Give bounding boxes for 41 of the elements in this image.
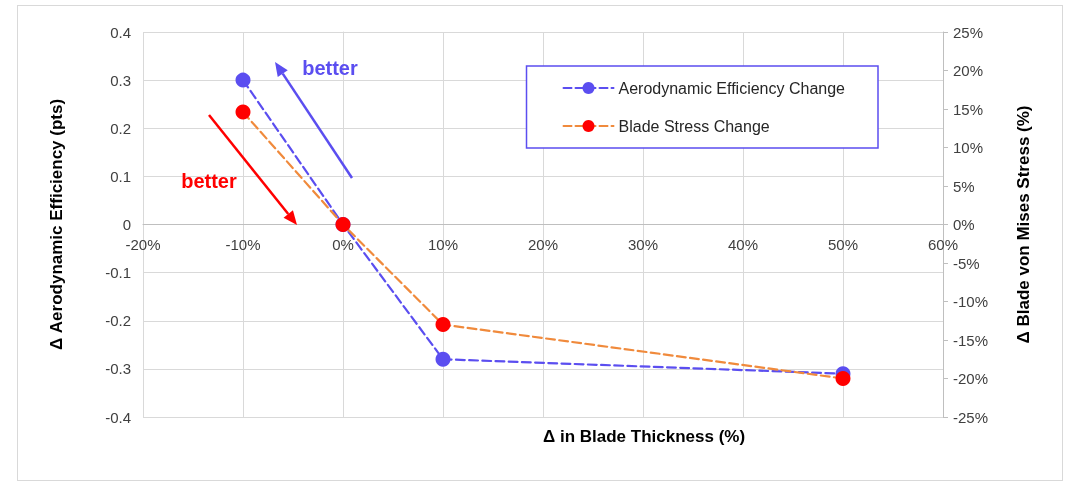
- y2-tick-label: 0%: [953, 216, 975, 233]
- y-tick-label: 0.2: [110, 119, 131, 137]
- y-tick-label: 0.3: [110, 71, 131, 89]
- y2-tick-label: -20%: [953, 370, 989, 387]
- x-tick-label: 40%: [727, 235, 759, 253]
- y2-tick-label: -15%: [953, 331, 989, 349]
- y2-tick-label: 5%: [953, 177, 975, 195]
- point: [235, 72, 251, 88]
- x-tick-label: 60%: [927, 235, 959, 253]
- y-tick-label: 0.4: [110, 23, 131, 41]
- legend-label: Aerodynamic Efficiency Change: [618, 79, 846, 97]
- x-tick-label: 0%: [332, 235, 354, 253]
- legend-label: Blade Stress Change: [618, 117, 770, 135]
- x-axis-title: Δ in Blade Thickness (%): [543, 427, 746, 446]
- x-tick-label: 30%: [627, 235, 659, 253]
- y2-tick-label: -25%: [953, 408, 989, 426]
- point: [835, 371, 851, 386]
- y2-axis-title: Δ Blade von Mises Stress (%): [1014, 105, 1033, 344]
- y2-tick-label: 25%: [953, 23, 984, 41]
- y-tick-label: -0.4: [105, 408, 131, 426]
- annotation: better: [181, 170, 237, 192]
- y2-tick-label: -10%: [953, 293, 989, 310]
- y-tick-label: -0.1: [105, 264, 131, 282]
- y-tick-label: 0.1: [110, 167, 131, 185]
- point: [435, 317, 451, 333]
- x-tick-label: -20%: [125, 235, 161, 253]
- y-tick-label: 0: [122, 216, 131, 233]
- x-tick-label: 50%: [827, 235, 859, 253]
- x-tick-label: 20%: [527, 235, 559, 253]
- y2-tick-label: -5%: [953, 254, 980, 272]
- y2-tick-label: 20%: [953, 62, 984, 79]
- y2-tick-label: 10%: [953, 139, 984, 156]
- y-tick-label: -0.2: [105, 312, 131, 330]
- y-tick-label: -0.3: [105, 360, 131, 378]
- x-tick-label: 10%: [427, 235, 459, 253]
- annotation: better: [302, 57, 358, 79]
- x-tick-label: -10%: [225, 235, 261, 253]
- y-axis-title: Δ Aerodynamic Efficiency (pts): [47, 98, 66, 351]
- point: [235, 104, 251, 120]
- y2-tick-label: 15%: [953, 100, 984, 118]
- point: [435, 351, 451, 367]
